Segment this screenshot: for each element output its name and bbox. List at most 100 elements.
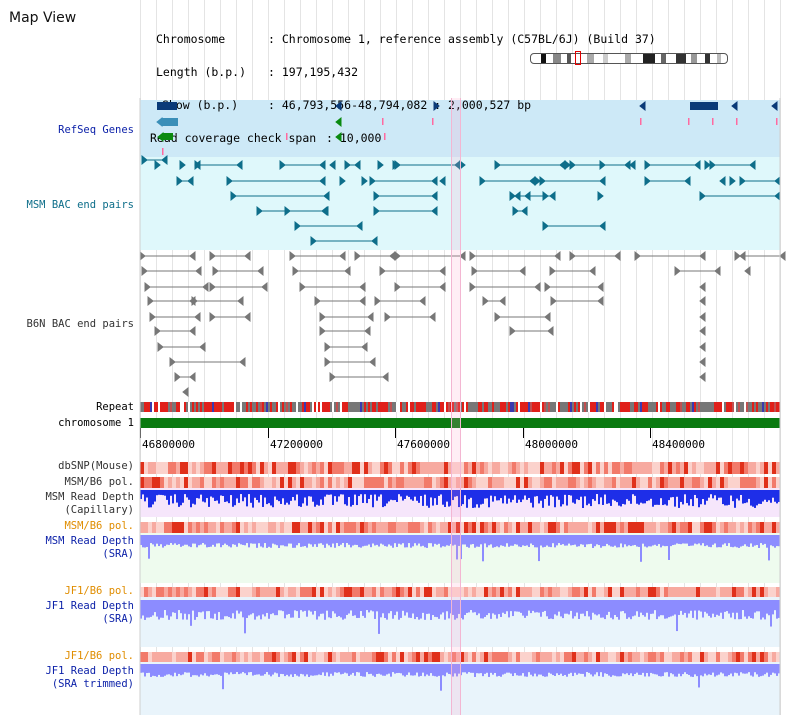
jf1-trim-depth-bar [316, 664, 318, 676]
jf1-pol-cell [552, 587, 556, 597]
msm-pol-cell [616, 477, 620, 488]
jf1-sra-depth-bar [220, 600, 222, 620]
jf1-pol-cell [360, 652, 364, 662]
track-label-msm-bac[interactable]: MSM BAC end pairs [26, 199, 134, 211]
track-label-jf1-pol-2[interactable]: JF1/B6 pol. [64, 650, 134, 662]
msm-sra-depth-bar [262, 535, 264, 548]
msm-pol-cell [140, 477, 144, 488]
msm-bac-arrow [719, 175, 726, 187]
track-label-b6n-bac[interactable]: B6N BAC end pairs [26, 318, 134, 330]
jf1-pol-cell [764, 652, 768, 662]
track-label-chromosome[interactable]: chromosome 1 [58, 417, 134, 429]
chromosome-ideogram[interactable] [530, 53, 728, 64]
repeat-block [254, 402, 256, 412]
jf1-pol-cell [548, 587, 552, 597]
b6n-bac-pair-end [469, 281, 476, 293]
jf1-sra-depth-bar [188, 600, 190, 615]
msm-pol-cell [228, 522, 232, 533]
msm-capillary-depth-bar [730, 490, 732, 496]
msm-pol-cell [520, 522, 524, 533]
msm-pol-cell [588, 522, 592, 533]
msm-sra-depth-bar [318, 535, 320, 544]
dbsnp-cell [260, 462, 264, 474]
jf1-pol-cell [404, 652, 408, 662]
track-label-dbsnp[interactable]: dbSNP(Mouse) [58, 460, 134, 472]
msm-pol-cell [716, 477, 720, 488]
jf1-trim-depth-bar [502, 664, 504, 675]
msm-capillary-depth-bar [636, 490, 638, 504]
jf1-sra-depth-bar [694, 600, 696, 611]
jf1-sra-depth-bar [146, 600, 148, 618]
track-label-msm-pol-2[interactable]: MSM/B6 pol. [64, 520, 134, 532]
track-label-msm-pol-1[interactable]: MSM/B6 pol. [64, 476, 134, 488]
msm-sra-depth-bar [414, 535, 416, 544]
msm-capillary-depth-bar [352, 490, 354, 505]
msm-sra-depth-bar [382, 535, 384, 545]
jf1-sra-depth-bar [218, 600, 220, 613]
jf1-pol-cell [140, 587, 144, 597]
jf1-pol-cell [164, 587, 168, 597]
msm-pol-cell [196, 477, 200, 488]
msm-pol-cell [568, 522, 572, 533]
msm-pol-cell [464, 477, 468, 488]
msm-capillary-depth-bar [212, 490, 214, 498]
page-title: Map View [9, 10, 77, 26]
repeat-block [212, 402, 214, 412]
jf1-pol-cell [448, 587, 452, 597]
jf1-sra-depth-bar [212, 600, 214, 619]
jf1-pol-cell [144, 652, 148, 662]
msm-bac-pair-end [323, 190, 330, 202]
jf1-pol-cell [756, 652, 760, 662]
jf1-pol-cell [368, 652, 372, 662]
track-label-jf1-pol-1[interactable]: JF1/B6 pol. [64, 585, 134, 597]
b6n-bac-arrow [699, 311, 706, 323]
msm-pol-cell [308, 477, 312, 488]
jf1-trim-depth-bar [348, 664, 350, 676]
repeat-block [574, 402, 576, 412]
jf1-trim-depth-bar [434, 664, 436, 677]
msm-pol-cell [364, 522, 368, 533]
b6n-bac-pair-end [292, 265, 299, 277]
msm-pol-cell [556, 477, 560, 488]
msm-bac-pair-end [319, 159, 326, 171]
jf1-trim-depth-bar [504, 664, 506, 674]
msm-sra-depth-bar [244, 535, 246, 546]
jf1-pol-cell [148, 652, 152, 662]
track-label-msm-depth-cap-1[interactable]: MSM Read Depth [45, 491, 134, 503]
jf1-sra-depth-bar [502, 600, 504, 613]
msm-capillary-depth-bar [522, 490, 524, 500]
jf1-trim-depth-bar [708, 664, 710, 675]
msm-sra-depth-bar [222, 535, 224, 546]
repeat-block [162, 402, 164, 412]
jf1-trim-depth-bar [248, 664, 250, 673]
jf1-sra-depth-bar [250, 600, 252, 615]
track-label-refseq[interactable]: RefSeq Genes [58, 124, 134, 136]
track-label-jf1-trim-1[interactable]: JF1 Read Depth [45, 665, 134, 677]
jf1-trim-depth-bar [580, 664, 582, 674]
msm-capillary-depth-bar [774, 490, 776, 502]
jf1-pol-cell [276, 587, 280, 597]
msm-capillary-depth-bar [512, 490, 514, 500]
jf1-pol-cell [636, 587, 640, 597]
dbsnp-cell [392, 462, 396, 474]
msm-sra-depth-bar [280, 535, 282, 546]
track-label-msm-depth-sra-1[interactable]: MSM Read Depth [45, 535, 134, 547]
jf1-sra-depth-bar [472, 600, 474, 613]
jf1-sra-depth-bar [386, 600, 388, 620]
repeat-block [584, 402, 586, 412]
msm-sra-depth-bar [248, 535, 250, 548]
refseq-marker [384, 133, 386, 140]
msm-capillary-depth-bar [148, 490, 150, 508]
track-label-repeat[interactable]: Repeat [96, 401, 134, 413]
jf1-trim-depth-bar [156, 664, 158, 677]
jf1-sra-depth-bar [636, 600, 638, 612]
msm-capillary-depth-bar [612, 490, 614, 500]
repeat-block [454, 402, 456, 412]
msm-capillary-depth-bar [700, 490, 702, 505]
grid-line [188, 0, 189, 715]
track-label-jf1-depth-1[interactable]: JF1 Read Depth [45, 600, 134, 612]
msm-pol-cell [320, 522, 324, 533]
jf1-trim-depth-bar [268, 664, 270, 675]
msm-capillary-depth-bar [476, 490, 478, 505]
